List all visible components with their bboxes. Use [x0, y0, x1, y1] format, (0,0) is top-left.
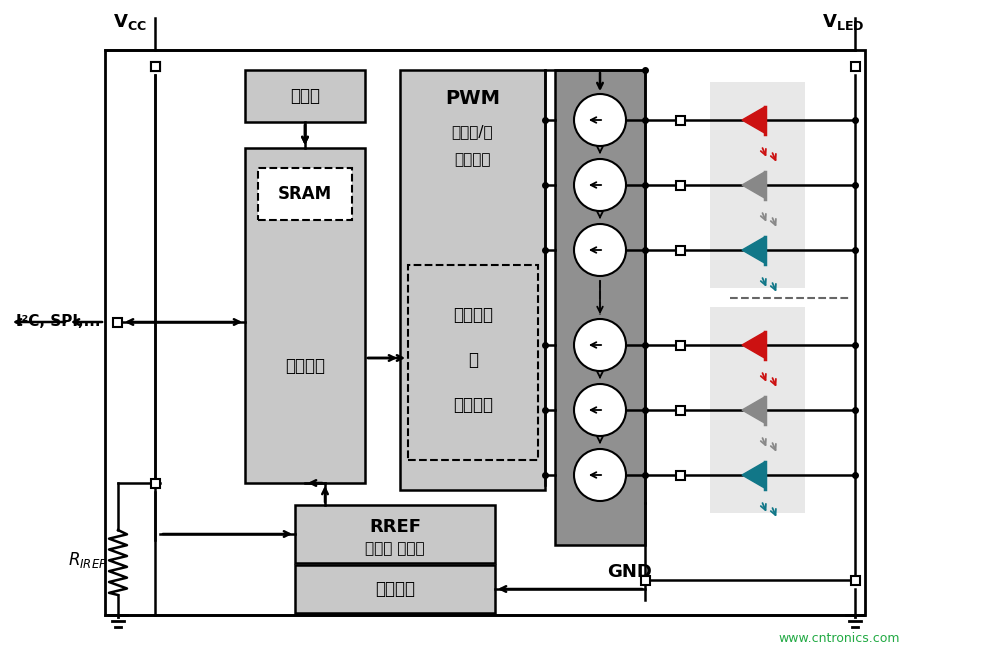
- Bar: [555, 70, 645, 545]
- Bar: [676, 245, 685, 254]
- Bar: [641, 576, 649, 585]
- Polygon shape: [742, 171, 765, 199]
- Bar: [245, 148, 365, 483]
- Bar: [150, 62, 160, 71]
- Bar: [676, 406, 685, 415]
- Circle shape: [574, 224, 626, 276]
- Text: 数字控制: 数字控制: [285, 357, 325, 374]
- Text: I²C, SPI,...: I²C, SPI,...: [16, 315, 100, 330]
- Text: 设置最 大电流: 设置最 大电流: [365, 541, 425, 556]
- Bar: [105, 50, 865, 615]
- Text: RREF: RREF: [369, 518, 421, 536]
- Polygon shape: [742, 236, 765, 263]
- Circle shape: [574, 159, 626, 211]
- Bar: [851, 62, 859, 71]
- Bar: [295, 565, 495, 613]
- Bar: [710, 307, 805, 513]
- Circle shape: [574, 94, 626, 146]
- Bar: [710, 82, 805, 288]
- Text: 调光和/或: 调光和/或: [451, 125, 493, 140]
- Bar: [150, 478, 160, 487]
- Bar: [295, 505, 495, 563]
- Bar: [408, 265, 538, 460]
- Bar: [400, 70, 545, 490]
- Bar: [676, 471, 685, 480]
- Text: 颜色混合: 颜色混合: [453, 306, 493, 324]
- Bar: [245, 70, 365, 122]
- Bar: [676, 341, 685, 350]
- Polygon shape: [742, 461, 765, 489]
- Text: 亮度控制: 亮度控制: [453, 396, 493, 414]
- Bar: [676, 180, 685, 190]
- Bar: [113, 317, 122, 326]
- Bar: [851, 576, 859, 585]
- Text: $\mathbf{V_{LED}}$: $\mathbf{V_{LED}}$: [822, 12, 864, 32]
- Text: PWM: PWM: [445, 88, 500, 108]
- Polygon shape: [742, 332, 765, 358]
- Text: www.cntronics.com: www.cntronics.com: [779, 631, 900, 644]
- Circle shape: [574, 449, 626, 501]
- Text: SRAM: SRAM: [278, 185, 332, 203]
- Text: 模拟调光: 模拟调光: [454, 153, 490, 167]
- Text: $\mathbf{V_{CC}}$: $\mathbf{V_{CC}}$: [113, 12, 147, 32]
- Circle shape: [574, 319, 626, 371]
- Circle shape: [574, 384, 626, 436]
- Polygon shape: [742, 106, 765, 134]
- Text: 和: 和: [468, 351, 478, 369]
- Bar: [150, 62, 160, 71]
- Text: GND: GND: [607, 563, 652, 581]
- Text: 保护功能: 保护功能: [375, 580, 415, 598]
- Polygon shape: [742, 397, 765, 424]
- Bar: [258, 168, 352, 220]
- Text: 振荡器: 振荡器: [290, 87, 320, 105]
- Bar: [676, 116, 685, 125]
- Text: $R_{IREF}$: $R_{IREF}$: [69, 550, 108, 570]
